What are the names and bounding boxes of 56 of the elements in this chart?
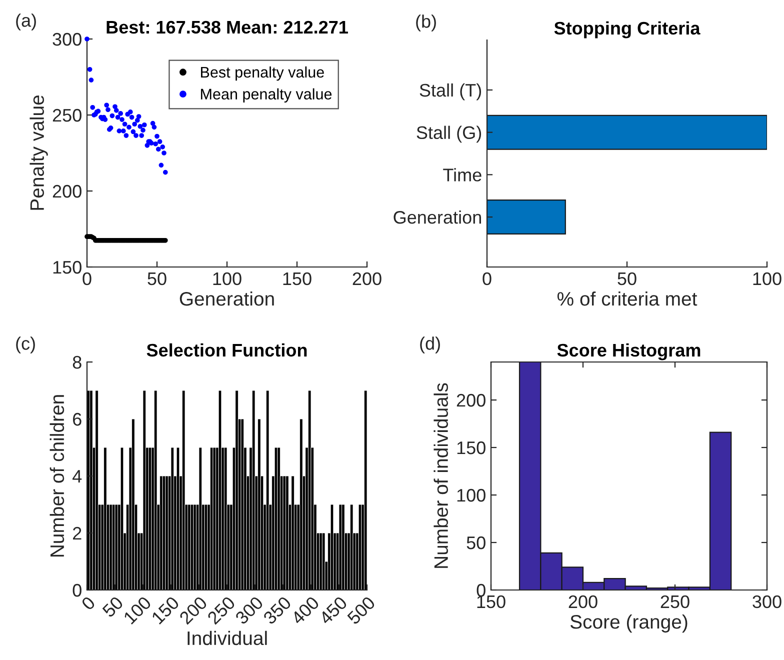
y-tick-label: Generation — [394, 210, 481, 224]
y-tick-label: 8 — [72, 356, 82, 369]
y-axis-title: Number of individuals — [434, 383, 448, 568]
y-tick-label: 150 — [53, 260, 82, 274]
x-tick-label: 50 — [618, 272, 636, 286]
y-tick-label: 300 — [52, 32, 82, 46]
text: (b) — [416, 14, 436, 32]
x-tick-label: 100 — [213, 272, 242, 286]
x-axis-title: % of criteria met — [557, 291, 698, 306]
y-tick-label: 200 — [52, 184, 82, 198]
y-tick-label: 4 — [72, 470, 82, 483]
y-tick-label: 250 — [52, 108, 82, 122]
text: (a) — [16, 14, 36, 30]
x-tick-label: 500 — [346, 596, 376, 626]
y-axis-title: Penalty value — [30, 95, 48, 210]
x-tick-label: 150 — [283, 272, 312, 286]
x-tick-label: 250 — [206, 596, 236, 625]
chart-title: Selection Function — [146, 343, 307, 357]
x-tick-label: 300 — [752, 595, 782, 608]
chart-title: Best: 167.538 Mean: 212.271 — [106, 20, 348, 34]
x-tick-label: 300 — [234, 596, 264, 626]
x-tick-label: 450 — [318, 596, 348, 626]
x-tick-label: 50 — [102, 596, 124, 618]
legend-label: Best penalty value — [201, 66, 324, 81]
y-tick-label: 200 — [456, 394, 486, 407]
text: (c) — [16, 336, 35, 354]
x-axis-title: Score (range) — [570, 614, 688, 633]
x-tick-label: 100 — [753, 272, 782, 286]
y-tick-label: 100 — [457, 488, 486, 502]
y-tick-label: 0 — [72, 584, 82, 597]
y-tick-label: 0 — [476, 584, 486, 597]
chart-title: Score Histogram — [557, 343, 700, 360]
x-tick-label: 150 — [151, 596, 180, 625]
y-tick-label: Time — [443, 168, 482, 182]
y-axis-title: Number of children — [50, 395, 64, 557]
x-tick-label: 150 — [477, 595, 506, 608]
y-tick-label: Stall (G) — [416, 126, 482, 143]
y-tick-label: 50 — [466, 536, 486, 550]
x-tick-label: 400 — [290, 596, 320, 626]
x-axis-title: Generation — [180, 291, 274, 306]
y-tick-label: 150 — [457, 441, 486, 454]
x-tick-label: 50 — [148, 272, 166, 286]
x-tick-label: 250 — [660, 595, 690, 608]
x-axis-title: Individual — [188, 630, 267, 646]
x-tick-label: 350 — [262, 596, 292, 626]
y-tick-label: 2 — [73, 526, 82, 540]
x-tick-label: 200 — [568, 595, 598, 608]
legend-label: Mean penalty value — [201, 88, 332, 103]
x-tick-label: 200 — [178, 596, 208, 625]
y-tick-label: Stall (T) — [420, 83, 482, 100]
x-tick-label: 200 — [352, 272, 382, 286]
text: (d) — [420, 336, 440, 354]
x-tick-label: 0 — [82, 272, 92, 286]
x-tick-label: 100 — [123, 596, 152, 625]
chart-title: Stopping Criteria — [554, 21, 700, 38]
y-tick-label: 6 — [73, 412, 82, 426]
